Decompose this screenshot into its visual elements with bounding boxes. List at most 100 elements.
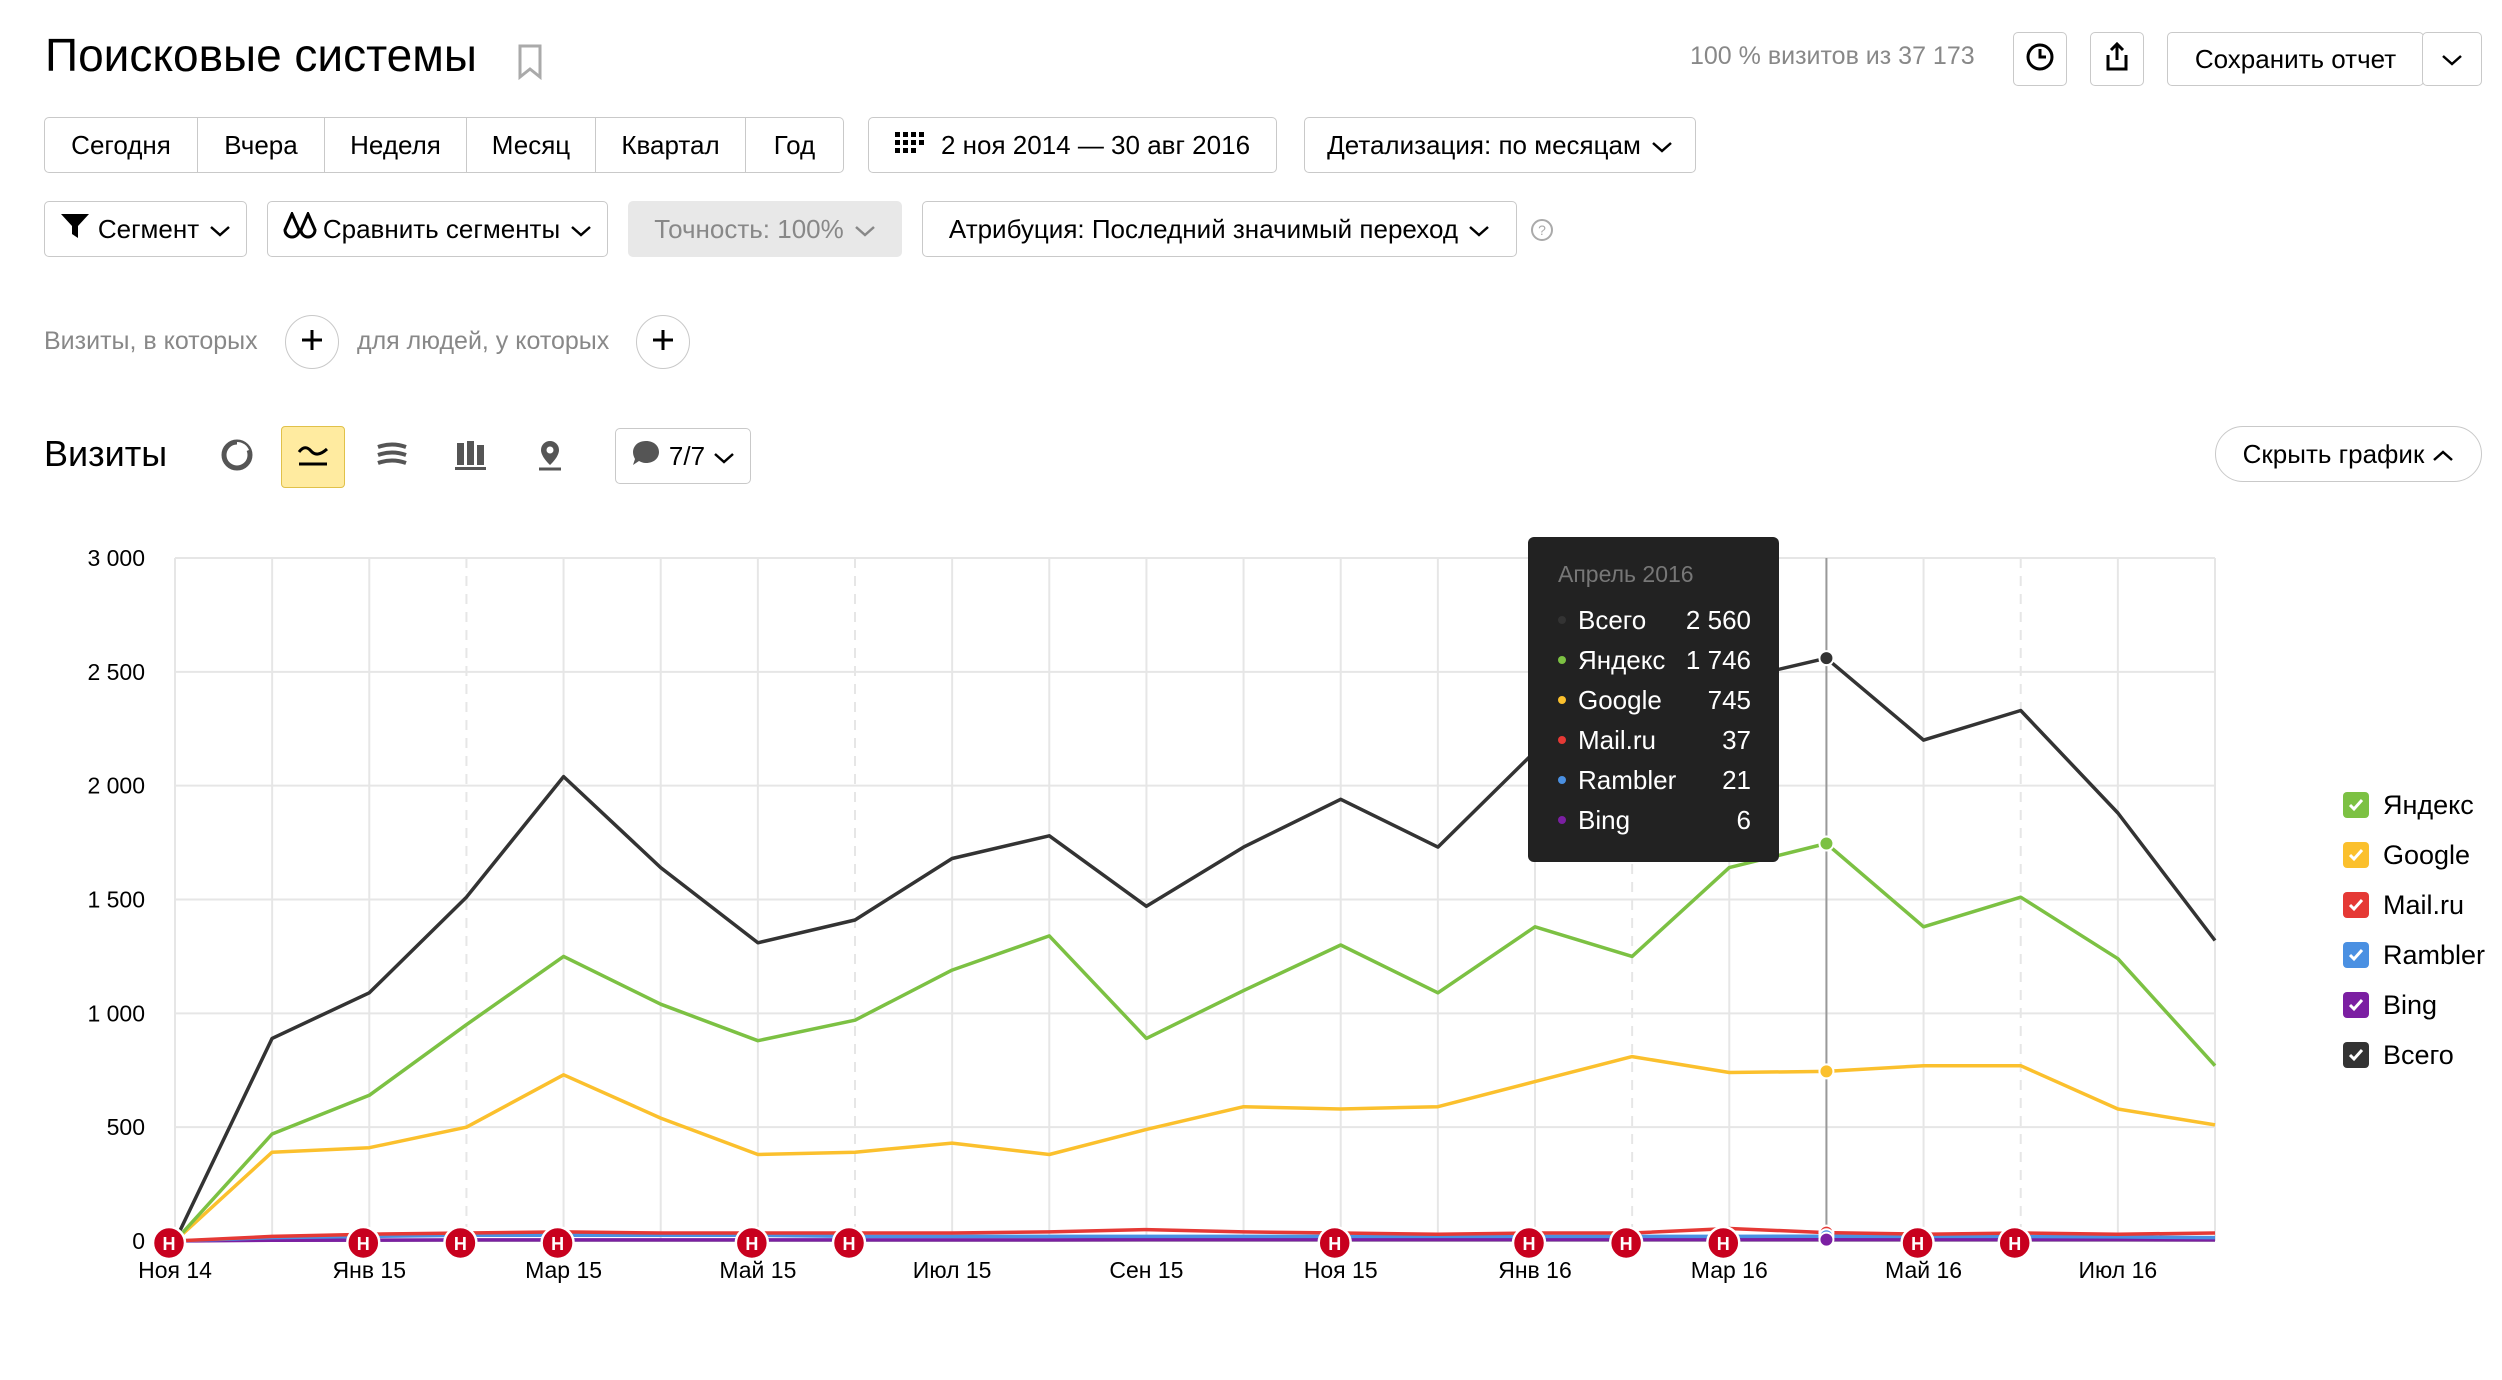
tooltip-series-name: Mail.ru: [1578, 724, 1657, 755]
period-year[interactable]: Год: [746, 117, 844, 173]
marker-label: Н: [2008, 1234, 2021, 1254]
annotation-marker: Н: [831, 1225, 867, 1261]
checkbox-icon[interactable]: [2343, 942, 2369, 968]
tooltip-dot: [1558, 656, 1566, 664]
tooltip-dot: [1558, 696, 1566, 704]
bookmark-icon[interactable]: [516, 44, 544, 85]
marker-label: Н: [1328, 1234, 1341, 1254]
highlight-point-0: [1818, 650, 1835, 667]
legend-label: Google: [2383, 839, 2471, 870]
highlight-point-5: [1818, 1231, 1835, 1248]
compare-icon: [283, 209, 317, 247]
visits-info: 100 % визитов из 37 173: [1690, 42, 1975, 70]
chart-tooltip: Апрель 2016 Всего 2 560 Яндекс 1 746 Google 7…: [1528, 537, 1779, 862]
tooltip-row: Bing 6: [1558, 800, 1751, 840]
tooltip-series-value: 745: [1707, 684, 1751, 715]
annotation-marker: Н: [1706, 1225, 1741, 1261]
period-quarter[interactable]: Квартал: [596, 117, 746, 173]
add-people-condition-button[interactable]: [636, 315, 690, 369]
filter-icon: [60, 212, 90, 247]
legend-item[interactable]: Яндекс: [2343, 780, 2485, 830]
marker-label: Н: [1717, 1234, 1730, 1254]
chevron-down-icon: [1468, 214, 1490, 245]
accuracy-dropdown[interactable]: Точность: 100%: [628, 201, 902, 257]
marker-circle: [540, 1225, 575, 1261]
line-chart-view-button[interactable]: [281, 426, 345, 488]
annotation-marker: Н: [443, 1225, 478, 1261]
bar-chart-icon: [454, 439, 488, 476]
marker-circle: [151, 1225, 187, 1261]
marker-circle: [1997, 1225, 2032, 1261]
marker-circle: [1511, 1225, 1547, 1261]
save-report-button[interactable]: Сохранить отчет: [2167, 32, 2424, 86]
legend-item[interactable]: Google: [2343, 830, 2485, 880]
series-line-5: [174, 1237, 2216, 1243]
chevron-down-icon: [854, 214, 876, 245]
compare-label: Сравнить сегменты: [322, 213, 561, 244]
tooltip-series-name: Rambler: [1578, 764, 1677, 795]
attribution-label: Атрибуция: Последний значимый переход: [948, 213, 1459, 244]
tooltip-series-name: Bing: [1578, 804, 1631, 835]
y-tick-label: 1 000: [87, 1000, 145, 1026]
x-axis-ticks: Ноя 14 Янв 15 Мар 15 Май 15 Июл 15 Сен 15 Ноя …: [138, 1257, 2157, 1283]
segment-button[interactable]: Сегмент: [44, 201, 247, 257]
tooltip-series-value: 21: [1722, 764, 1751, 795]
annotations-dropdown[interactable]: 7/7: [615, 428, 751, 484]
map-view-button[interactable]: [518, 426, 582, 488]
detail-label: Детализация: по месяцам: [1327, 129, 1641, 160]
y-tick-label: 1 500: [87, 887, 145, 913]
legend-label: Всего: [2383, 1039, 2454, 1070]
detail-dropdown[interactable]: Детализация: по месяцам: [1304, 117, 1696, 173]
hide-chart-button[interactable]: Скрыть график: [2215, 426, 2482, 482]
legend-item[interactable]: Mail.ru: [2343, 880, 2485, 930]
export-button[interactable]: [2090, 32, 2144, 86]
clock-icon: [2024, 41, 2056, 78]
checkbox-icon[interactable]: [2343, 842, 2369, 868]
period-month[interactable]: Месяц: [467, 117, 596, 173]
plus-icon: [299, 327, 325, 358]
accuracy-label: Точность: 100%: [654, 213, 844, 244]
period-yesterday[interactable]: Вчера: [198, 117, 325, 173]
legend-item[interactable]: Rambler: [2343, 930, 2485, 980]
checkbox-icon[interactable]: [2343, 992, 2369, 1018]
checkbox-icon[interactable]: [2343, 892, 2369, 918]
tooltip-row: Яндекс 1 746: [1558, 640, 1751, 680]
legend-label: Яндекс: [2383, 789, 2474, 820]
bar-chart-view-button[interactable]: [439, 426, 503, 488]
series-line-4: [174, 1233, 2216, 1243]
attribution-dropdown[interactable]: Атрибуция: Последний значимый переход: [922, 201, 1517, 257]
line-chart-icon: [296, 440, 330, 475]
y-tick-label: 2 500: [87, 659, 145, 685]
map-pin-icon: [533, 438, 567, 477]
chevron-down-icon: [209, 214, 231, 245]
tooltip-series-value: 2 560: [1685, 604, 1751, 635]
legend-item[interactable]: Всего: [2343, 1030, 2485, 1080]
checkbox-icon[interactable]: [2343, 1042, 2369, 1068]
history-button[interactable]: [2013, 32, 2067, 86]
add-visit-condition-button[interactable]: [285, 315, 339, 369]
area-chart-view-button[interactable]: [360, 426, 424, 488]
checkbox-icon[interactable]: [2343, 792, 2369, 818]
save-options-button[interactable]: [2422, 32, 2482, 86]
marker-circle: [1900, 1225, 1935, 1261]
y-axis-ticks: 0 500 1 000 1 500 2 000 2 500 3 000: [87, 545, 145, 1254]
tooltip-series-value: 6: [1736, 804, 1751, 835]
marker-label: Н: [551, 1234, 564, 1254]
tooltip-dot: [1558, 776, 1566, 784]
marker-circle: [734, 1225, 770, 1261]
hide-chart-label: Скрыть график: [2242, 438, 2425, 469]
help-icon[interactable]: ?: [1530, 218, 1554, 247]
x-tick-label: Ноя 15: [1304, 1257, 1378, 1283]
pie-chart-view-button[interactable]: [205, 426, 269, 488]
marker-label: Н: [163, 1234, 176, 1254]
tooltip-row: Mail.ru 37: [1558, 720, 1751, 760]
period-week[interactable]: Неделя: [325, 117, 467, 173]
chevron-up-icon: [2432, 439, 2454, 470]
period-today[interactable]: Сегодня: [44, 117, 198, 173]
legend-item[interactable]: Bing: [2343, 980, 2485, 1030]
tooltip-series-name: Яндекс: [1578, 644, 1666, 675]
tooltip-series-name: Google: [1578, 684, 1662, 715]
highlight-point-1: [1818, 835, 1835, 852]
compare-segments-button[interactable]: Сравнить сегменты: [267, 201, 608, 257]
date-range-button[interactable]: 2 ноя 2014 — 30 авг 2016: [868, 117, 1277, 173]
